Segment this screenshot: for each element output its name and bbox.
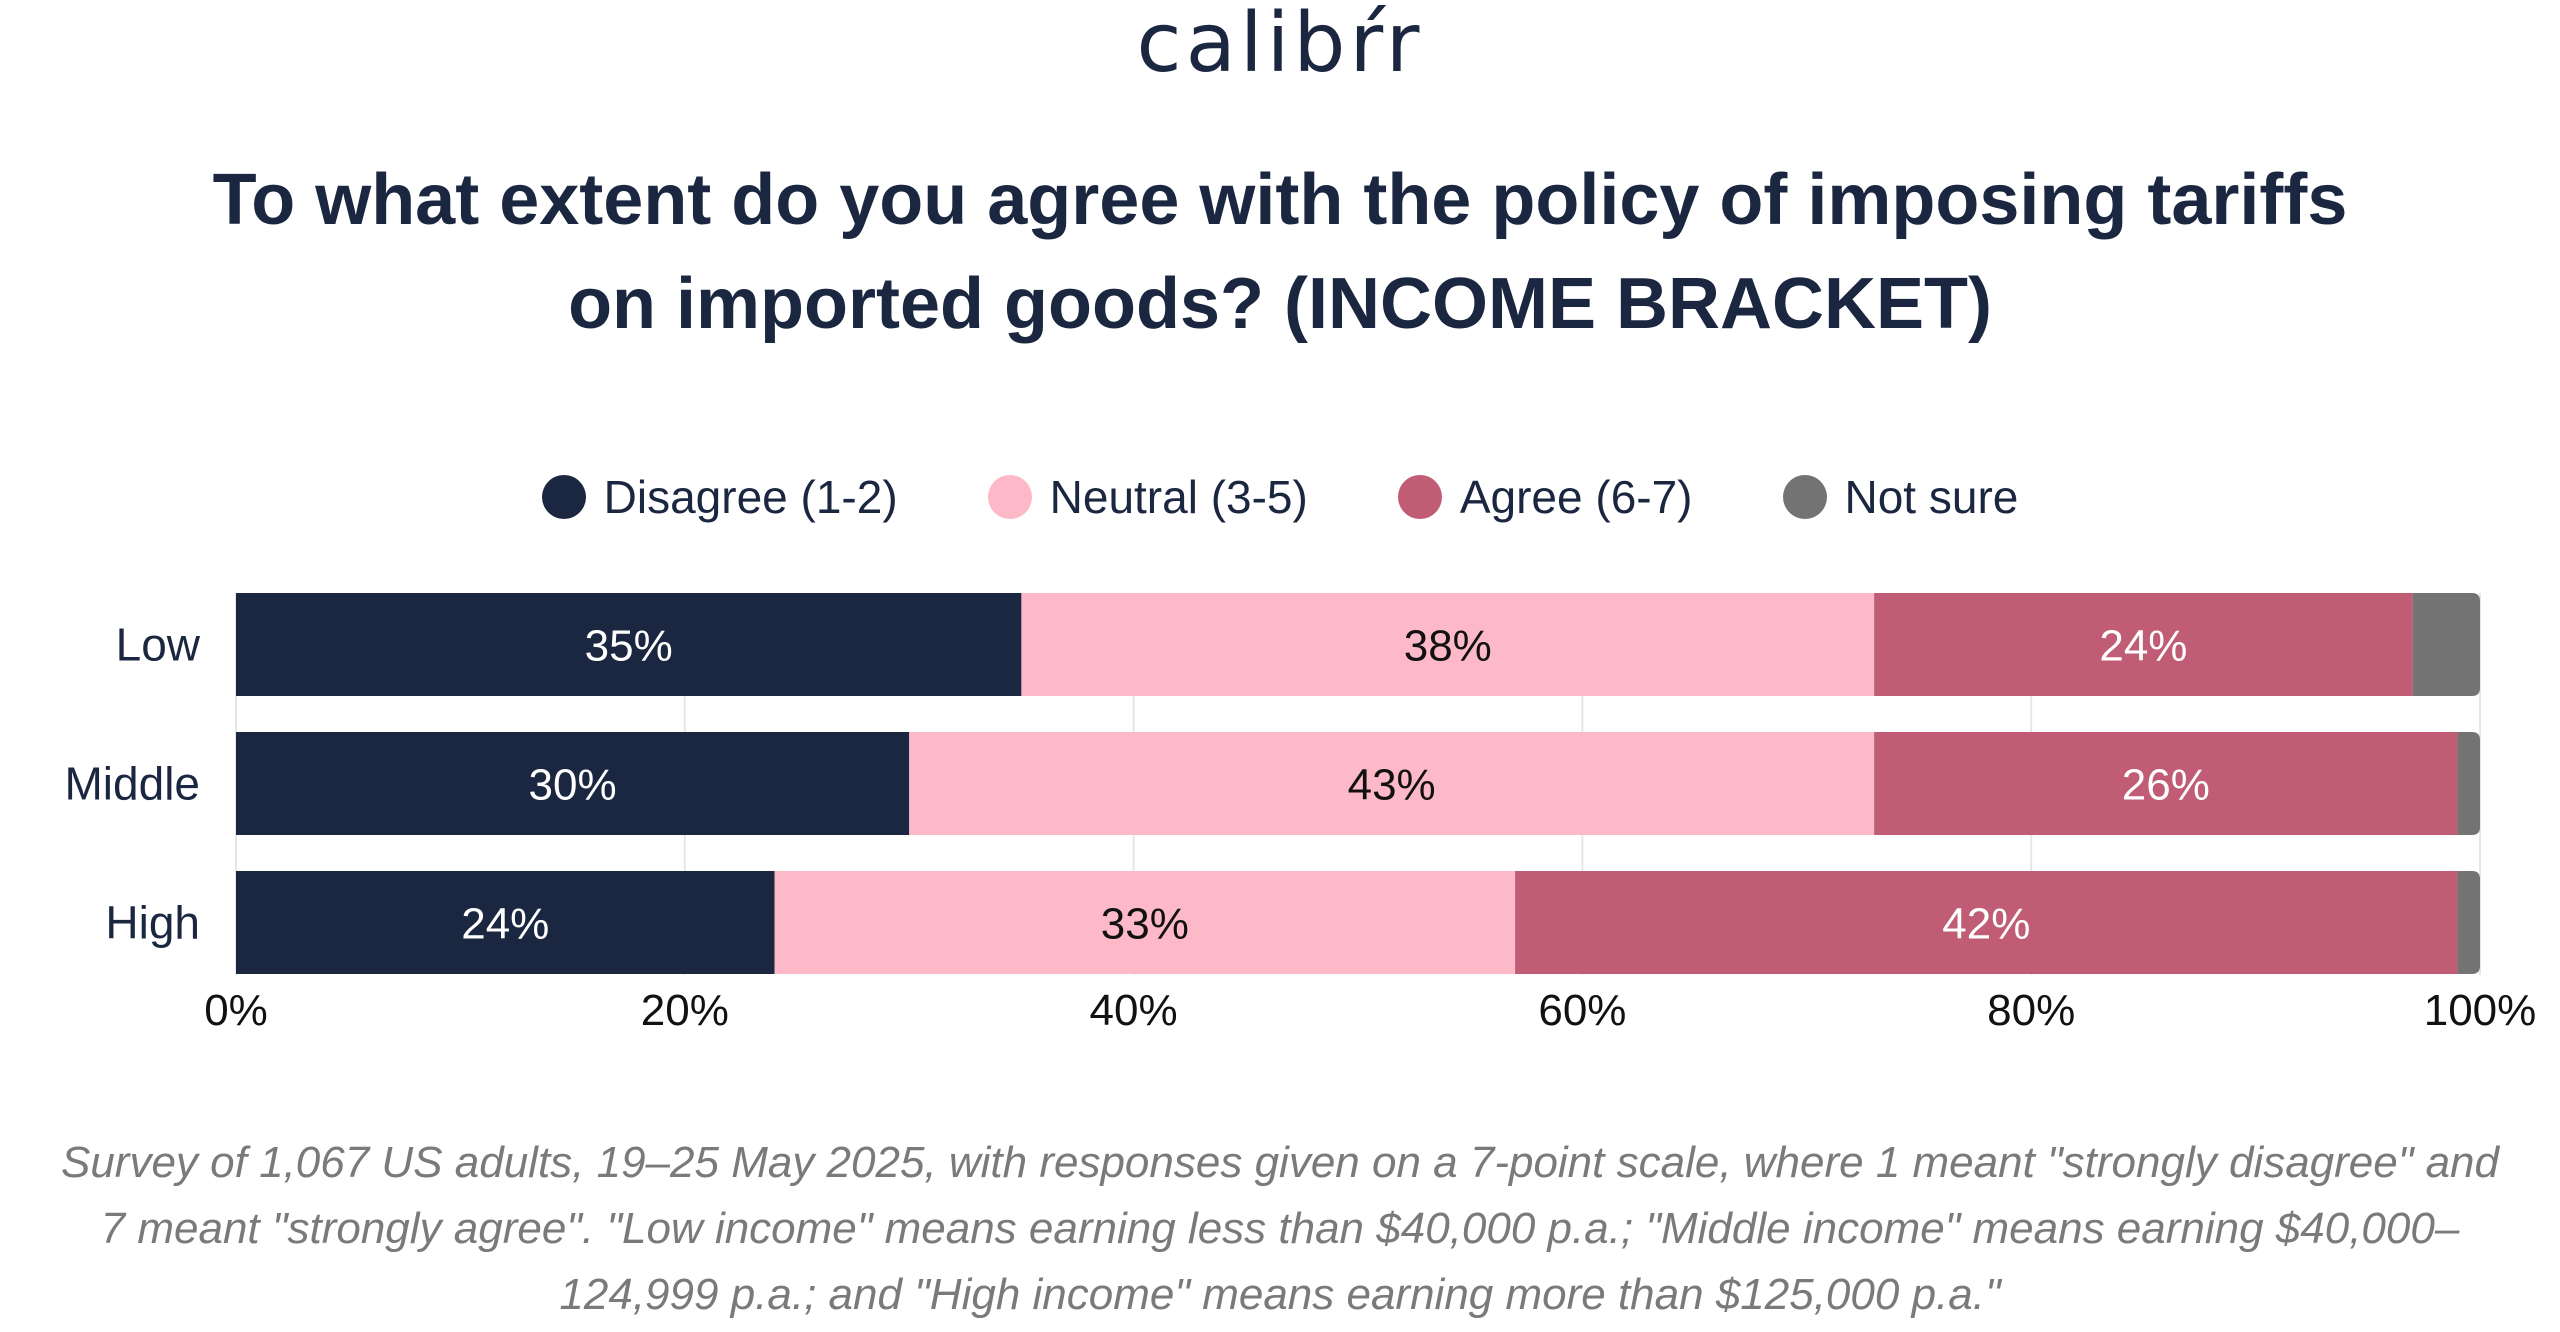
legend-label-disagree: Disagree (1-2) [603,471,898,523]
x-tick-label: 0% [204,986,268,1035]
survey-footnote: Survey of 1,067 US adults, 19–25 May 202… [60,1138,2499,1319]
bar-segment-disagree-middle [236,732,910,835]
legend-label-agree: Agree (6-7) [1459,471,1693,523]
x-tick-label: 40% [1090,986,1178,1035]
bar-segment-neutral-middle [909,732,1875,835]
bar-segment-disagree-high [236,871,775,974]
bar-segment-neutral-low [1021,593,1875,696]
legend-swatch-disagree [541,475,586,519]
x-tick-label: 80% [1987,986,2075,1035]
legend-label-neutral: Neutral (3-5) [1049,471,1308,523]
data-label-middle-1: 43% [1348,761,1436,810]
legend-item-disagree: Disagree (1-2) [541,470,898,524]
data-label-low-2: 24% [2099,622,2187,671]
data-label-middle-0: 30% [529,761,617,810]
category-label-low: Low [116,619,201,671]
category-label-middle: Middle [64,758,200,810]
bar-segment-agree-middle [1874,732,2458,835]
data-label-low-0: 35% [585,622,673,671]
legend-item-not-sure: Not sure [1782,470,2019,524]
brand-logo: calibŕr [1136,0,1424,91]
data-label-high-1: 33% [1101,900,1189,949]
legend-item-agree: Agree (6-7) [1397,470,1693,524]
legend-label-not-sure: Not sure [1844,471,2019,523]
legend-swatch-neutral [987,475,1032,519]
chart-title: To what extent do you agree with the pol… [212,160,2348,344]
data-label-high-2: 42% [1942,900,2030,949]
bar-segment-agree-low [1874,593,2413,696]
legend-swatch-not-sure [1782,475,1827,519]
data-label-low-1: 38% [1404,622,1492,671]
stacked-bar-chart: Low 35% 38% 24% Middle 30% 43% 26% High 24% 33% 42%… [64,593,2537,1035]
bar-segment-neutral-high [774,871,1516,974]
bar-segment-not-high [2457,871,2480,974]
chart-legend: Disagree (1-2) Neutral (3-5) Agree (6-7)… [0,470,2560,524]
bar-segment-not-low [2412,593,2480,696]
x-tick-label: 20% [641,986,729,1035]
category-label-high: High [105,897,200,949]
x-tick-label: 60% [1538,986,1626,1035]
bar-segment-not-middle [2457,732,2480,835]
data-label-high-0: 24% [461,900,549,949]
legend-item-neutral: Neutral (3-5) [987,470,1308,524]
x-tick-label: 100% [2424,986,2537,1035]
data-label-middle-2: 26% [2122,761,2210,810]
legend-swatch-agree [1397,475,1442,519]
bar-segment-agree-high [1515,871,2458,974]
bar-segment-disagree-low [236,593,1022,696]
